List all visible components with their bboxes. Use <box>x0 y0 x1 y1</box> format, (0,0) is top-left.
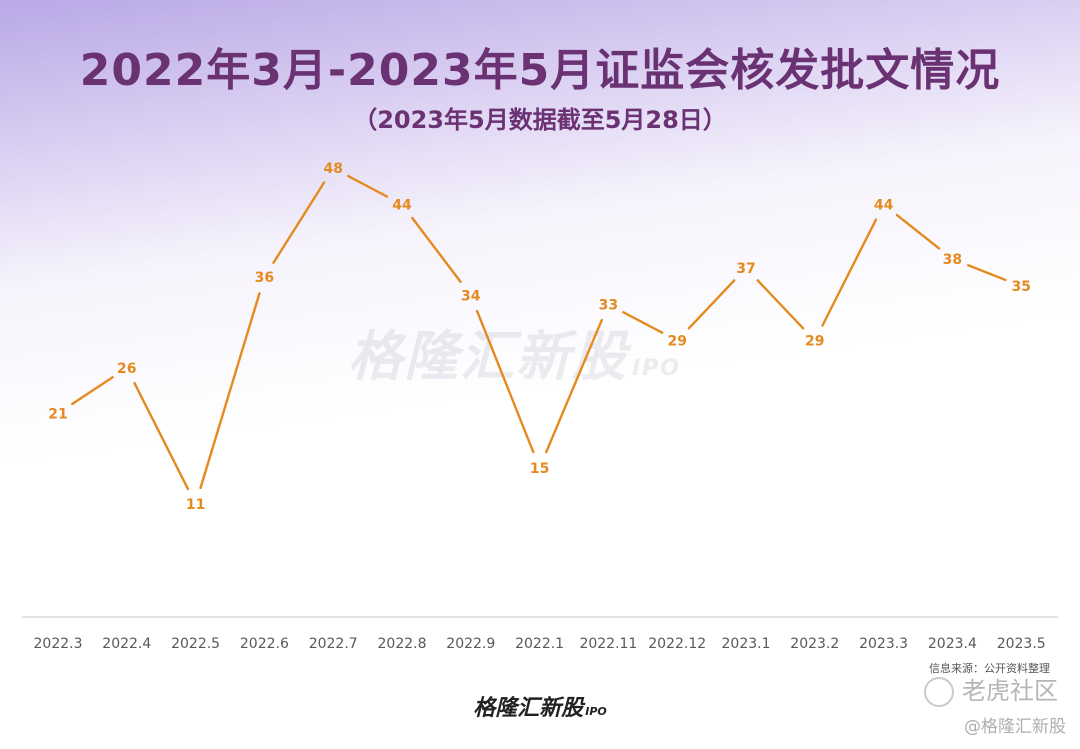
series-segment <box>967 264 1007 282</box>
data-label: 44 <box>392 197 412 213</box>
community-logo-icon <box>924 677 954 707</box>
x-tick-label: 2022.5 <box>171 636 220 652</box>
brand-logo-text: 格隆汇新股 <box>473 696 584 721</box>
tick-layer: 2022.3 2022.4 2022.5 2022.6 2022.7 2022.8 2022… <box>34 636 1046 652</box>
data-label: 15 <box>530 461 549 477</box>
x-tick-label: 2023.3 <box>859 636 908 652</box>
data-label: 33 <box>599 297 618 313</box>
chart-subtitle: （2023年5月数据截至5月28日） <box>353 106 727 134</box>
series-segment <box>821 218 878 327</box>
series-segment <box>133 381 190 491</box>
data-label: 29 <box>805 334 824 350</box>
series-segment <box>756 279 805 330</box>
data-label: 21 <box>48 406 67 422</box>
x-tick-label: 2022.12 <box>648 636 706 652</box>
watermark-suffix: IPO <box>632 356 682 381</box>
chart-title: 2022年3月-2023年5月证监会核发批文情况 <box>79 45 1001 96</box>
data-label: 35 <box>1011 279 1030 295</box>
community-watermark: 老虎社区 <box>924 671 1058 707</box>
source-note: 信息来源：公开资料整理 <box>929 662 1050 675</box>
x-tick-label: 2023.5 <box>997 636 1046 652</box>
label-layer: 21 26 11 36 48 44 34 15 33 29 37 29 44 38 35 <box>48 161 1031 513</box>
data-label: 48 <box>323 161 342 177</box>
data-label: 44 <box>874 197 894 213</box>
data-label: 11 <box>186 497 205 513</box>
x-tick-label: 2023.2 <box>790 636 839 652</box>
data-label: 29 <box>667 334 686 350</box>
series-segment <box>411 216 462 283</box>
data-label: 34 <box>461 288 481 304</box>
series-segment <box>544 318 604 454</box>
data-label: 38 <box>943 252 962 268</box>
series-segment <box>272 181 326 264</box>
data-label: 36 <box>255 270 274 286</box>
x-tick-label: 2023.4 <box>928 636 977 652</box>
line-layer <box>70 174 1007 491</box>
series-segment <box>622 311 664 334</box>
series-segment <box>199 292 261 490</box>
x-tick-label: 2022.9 <box>446 636 495 652</box>
series-segment <box>347 174 389 198</box>
watermark-logo: 格隆汇新股 IPO <box>348 312 681 391</box>
series-segment <box>70 376 114 406</box>
data-label: 37 <box>736 261 755 277</box>
x-tick-label: 2023.1 <box>722 636 771 652</box>
series-segment <box>895 213 941 250</box>
series-segment <box>687 279 736 330</box>
x-tick-label: 2022.8 <box>378 636 427 652</box>
x-tick-label: 2022.7 <box>309 636 358 652</box>
x-tick-label: 2022.4 <box>102 636 151 652</box>
handle-watermark: @格隆汇新股 <box>964 717 1066 737</box>
data-label: 26 <box>117 361 136 377</box>
brand-logo-suffix: IPO <box>585 705 607 718</box>
x-tick-label: 2022.11 <box>579 636 637 652</box>
community-text: 老虎社区 <box>962 677 1058 705</box>
x-tick-label: 2022.6 <box>240 636 289 652</box>
x-tick-label: 2022.3 <box>34 636 83 652</box>
x-tick-label: 2022.1 <box>515 636 564 652</box>
brand-logo: 格隆汇新股 IPO <box>0 690 1080 722</box>
series-segment <box>475 309 535 454</box>
